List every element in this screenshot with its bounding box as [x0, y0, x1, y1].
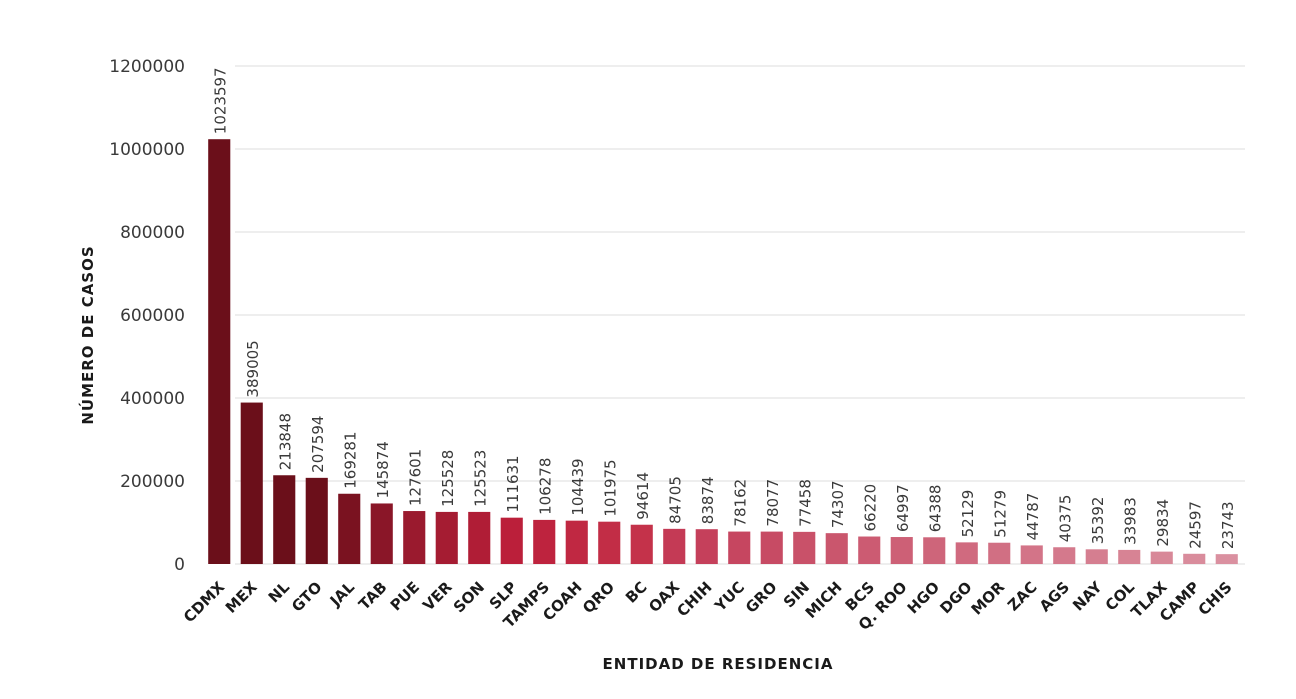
bar	[468, 511, 491, 564]
bar	[305, 477, 328, 564]
bar	[955, 542, 978, 564]
y-tick-label: 200000	[120, 472, 185, 492]
bar-value-label: 51279	[991, 490, 1009, 538]
grid-lines	[235, 65, 1245, 565]
bar	[338, 493, 361, 564]
x-tick-label: CHIS	[1195, 578, 1236, 619]
bar	[825, 533, 848, 564]
bar	[370, 503, 393, 564]
x-tick-label: DGO	[936, 578, 975, 617]
x-tick-label: QRO	[579, 578, 618, 617]
y-tick-label: 600000	[120, 306, 185, 326]
bar-value-label: 104439	[569, 458, 587, 515]
bar-value-label: 40375	[1056, 495, 1074, 543]
bar-value-label: 125528	[439, 450, 457, 507]
bar	[695, 529, 718, 564]
bar	[793, 531, 816, 564]
bar	[1085, 549, 1108, 564]
bar-value-label: 169281	[341, 431, 359, 488]
bar-value-label: 94614	[634, 472, 652, 520]
bar-value-label: 101975	[601, 459, 619, 516]
bar	[728, 531, 751, 564]
bar-value-label: 78162	[731, 479, 749, 527]
bar-value-label: 33983	[1121, 497, 1139, 545]
x-tick-label: CDMX	[180, 578, 228, 626]
y-tick-label: 0	[174, 555, 185, 575]
bar-value-label: 23743	[1219, 501, 1237, 549]
bar-value-label: 35392	[1089, 497, 1107, 545]
bar	[208, 139, 231, 564]
bar-value-label: 84705	[666, 476, 684, 524]
bar-value-label: 127601	[406, 449, 424, 506]
bar	[598, 521, 621, 564]
bar	[403, 511, 426, 564]
bar	[630, 524, 653, 564]
bar	[663, 528, 686, 564]
bar	[565, 520, 588, 564]
bar	[760, 531, 783, 564]
x-tick-label: MEX	[222, 578, 261, 617]
bar-value-label: 1023597	[211, 67, 229, 134]
bar-value-label: 64388	[926, 485, 944, 533]
y-axis-title: NÚMERO DE CASOS	[78, 245, 97, 424]
x-tick-label: CHIH	[673, 578, 715, 620]
x-tick-label: MOR	[968, 578, 1009, 619]
x-tick-label: ZAC	[1004, 578, 1040, 614]
bar-value-label: 78077	[764, 479, 782, 527]
bar	[1215, 554, 1238, 564]
bar-value-label: 83874	[699, 476, 717, 524]
bar-value-label: 111631	[504, 455, 522, 512]
bar-value-label: 77458	[796, 479, 814, 527]
bar-value-label: 24597	[1186, 501, 1204, 549]
bar-value-label: 66220	[861, 484, 879, 532]
bar	[1053, 547, 1076, 564]
bar	[435, 511, 458, 564]
x-tick-label: TAB	[355, 578, 390, 613]
y-tick-label: 1000000	[109, 140, 185, 160]
y-tick-label: 400000	[120, 389, 185, 409]
bar	[1020, 545, 1043, 564]
bar	[1183, 553, 1206, 564]
bar	[923, 537, 946, 564]
bar-value-label: 106278	[536, 458, 554, 515]
bar-value-label: 213848	[276, 413, 294, 470]
bar	[988, 542, 1011, 564]
bar	[500, 517, 523, 564]
bar	[1118, 549, 1141, 564]
value-labels: 1023597 389005 213848 207594 169281 145874 127…	[211, 67, 1237, 549]
y-tick-label: 800000	[120, 223, 185, 243]
bars	[208, 139, 1238, 564]
x-tick-label: MICH	[802, 578, 846, 622]
x-tick-label: PUE	[387, 578, 423, 614]
x-tick-label: YUC	[711, 578, 749, 616]
bar	[858, 536, 881, 564]
x-tick-label: NAY	[1069, 577, 1106, 614]
x-tick-label: AGS	[1036, 578, 1073, 615]
x-tick-label: JAL	[326, 578, 359, 611]
bar-value-label: 125523	[471, 450, 489, 507]
x-axis-title: ENTIDAD DE RESIDENCIA	[603, 655, 834, 673]
y-axis-ticks: 0 200000 400000 600000 800000 1000000 1200000	[109, 57, 185, 575]
x-tick-label: SON	[450, 578, 488, 616]
bar-value-label: 207594	[309, 416, 327, 473]
bar-value-label: 64997	[894, 484, 912, 532]
bar-value-label: 145874	[374, 441, 392, 498]
x-tick-label: HGO	[904, 578, 943, 617]
bar-value-label: 29834	[1154, 499, 1172, 547]
x-tick-label: VER	[419, 578, 456, 615]
y-tick-label: 1200000	[109, 57, 185, 77]
bar	[240, 402, 263, 564]
bar-value-label: 74307	[829, 480, 847, 528]
x-tick-label: GTO	[288, 578, 326, 616]
bar	[273, 475, 296, 564]
bar-value-label: 52129	[959, 490, 977, 538]
bar	[1150, 551, 1173, 564]
bar	[533, 519, 556, 564]
bar-value-label: 389005	[244, 340, 262, 397]
bar	[890, 537, 913, 564]
x-tick-label: GRO	[742, 578, 781, 617]
bar-value-label: 44787	[1024, 493, 1042, 541]
